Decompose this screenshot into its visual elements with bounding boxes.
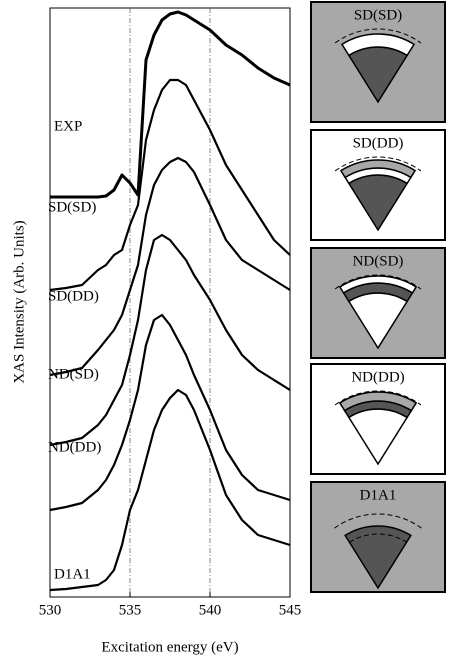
y-axis-label: XAS Intensity (Arb. Units)	[11, 220, 27, 383]
panel-label: D1A1	[360, 487, 397, 503]
dashed-arc	[334, 156, 422, 172]
x-tick-label: 530	[39, 602, 62, 618]
series-label: D1A1	[54, 566, 91, 582]
spectrum-line	[49, 313, 291, 512]
wedge-band	[338, 391, 418, 412]
wedge-band	[339, 159, 417, 179]
dashed-arc	[334, 390, 422, 406]
panel-label: ND(SD)	[353, 253, 404, 269]
x-tick-label: 545	[279, 602, 302, 618]
spectrum-line	[49, 156, 291, 377]
dashed-arc	[334, 513, 422, 529]
plot-frame	[49, 7, 291, 598]
x-tick-label: 535	[119, 602, 142, 618]
series-label: SD(DD)	[48, 288, 99, 304]
series-label: EXP	[54, 118, 82, 134]
x-tick-label: 540	[199, 602, 222, 618]
panel-label: ND(DD)	[351, 369, 404, 385]
wedge-band	[338, 275, 418, 294]
dashed-arc	[334, 28, 422, 44]
dashed-arc	[334, 274, 422, 290]
wedge-band	[340, 33, 416, 57]
spectrum-line	[50, 10, 291, 199]
series-label: SD(SD)	[48, 199, 96, 215]
panel-label: SD(DD)	[353, 135, 404, 151]
series-label: ND(DD)	[48, 439, 101, 455]
wedge-band	[344, 525, 412, 590]
spectrum-line	[49, 233, 291, 447]
x-axis-label: Excitation energy (eV)	[101, 639, 238, 655]
spectrum-line	[49, 78, 291, 292]
panel-label: SD(SD)	[354, 7, 402, 23]
series-label: ND(SD)	[48, 366, 99, 382]
spectrum-line	[49, 388, 291, 592]
